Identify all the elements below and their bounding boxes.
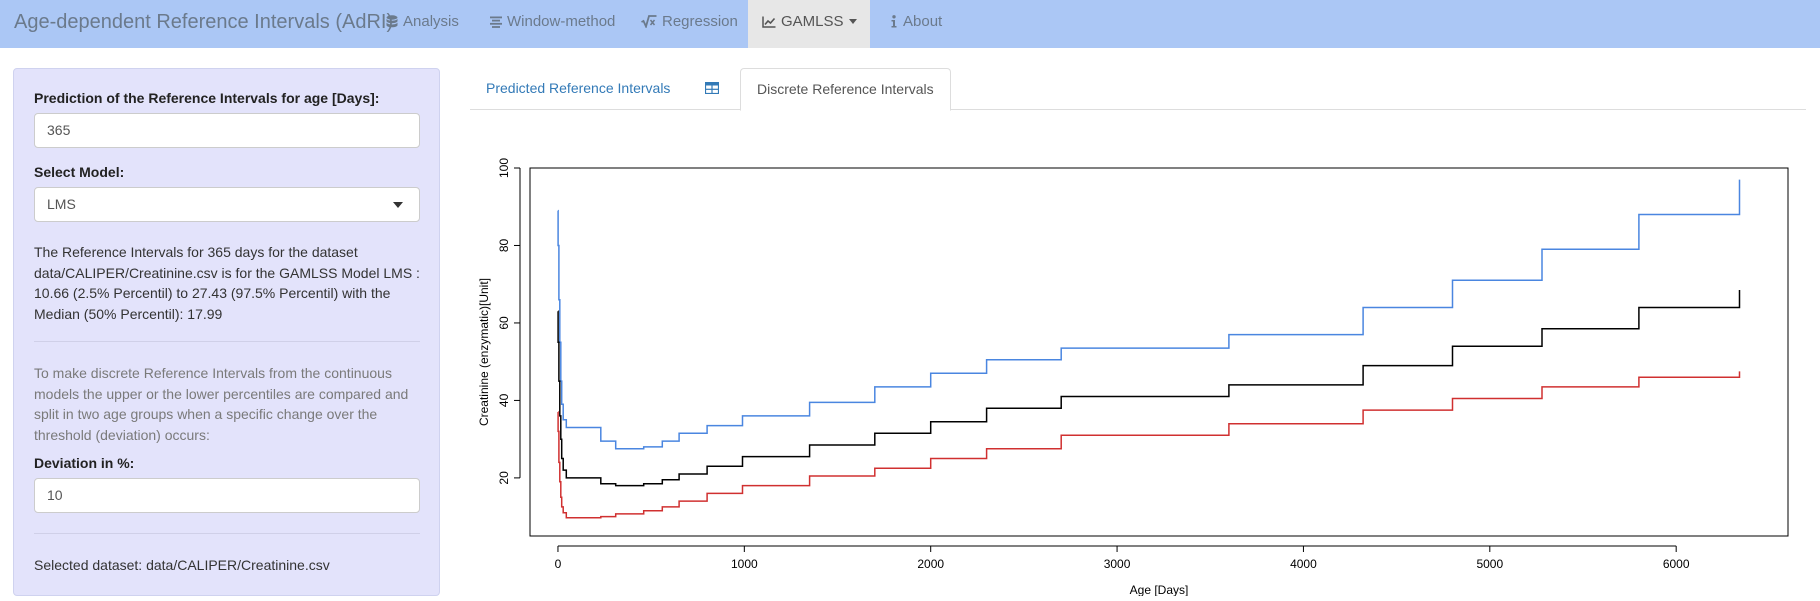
nav-analysis-label: Analysis [403,13,459,30]
y-tick-label: 60 [497,316,511,330]
series-line-median [557,290,1741,487]
chevron-down-icon [848,19,857,24]
deviation-input[interactable]: 10 [34,478,420,513]
y-tick-label: 20 [497,471,511,485]
app-brand[interactable]: Age-dependent Reference Intervals (AdRI) [14,11,394,33]
x-tick-label: 1000 [731,557,758,571]
series-line-upper [557,179,1741,450]
series-group [557,179,1741,519]
nav-about-label: About [903,13,943,30]
x-axis: 0 1000 2000 3000 4000 5000 6000 [555,545,1690,571]
y-axis: 20 40 60 80 100 [497,158,521,485]
x-tick-label: 2000 [917,557,944,571]
result-text: The Reference Intervals for 365 days for… [34,244,420,322]
y-tick-label: 100 [497,158,511,178]
selected-dataset-text: Selected dataset: data/CALIPER/Creatinin… [34,557,330,573]
model-select[interactable]: LMS [34,187,420,222]
nav-about[interactable]: About [876,0,956,48]
nav-gamlss[interactable]: GAMLSS [748,0,870,48]
nav-gamlss-label: GAMLSS [781,13,844,30]
database-icon [386,15,398,28]
age-input[interactable]: 365 [34,113,420,148]
series-line-lower [557,371,1741,519]
x-tick-label: 4000 [1290,557,1317,571]
x-axis-label: Age [Days] [1130,583,1189,596]
discrete-reference-intervals-chart: 0 1000 2000 3000 4000 5000 6000 20 40 60 80 100 Ag… [477,158,1789,596]
square-root-icon [641,15,657,30]
x-tick-label: 5000 [1476,557,1503,571]
tab-table[interactable] [689,68,735,110]
y-tick-label: 80 [497,238,511,252]
sidebar-panel: Prediction of the Reference Intervals fo… [13,68,440,596]
x-tick-label: 3000 [1104,557,1131,571]
y-tick-label: 40 [497,393,511,407]
plot-area [529,167,1789,537]
chevron-down-icon [393,202,403,208]
tab-bar: Predicted Reference Intervals Discrete R… [470,68,1806,111]
nav-window-method[interactable]: Window-method [476,0,629,48]
model-select-value: LMS [47,196,76,212]
navbar: Age-dependent Reference Intervals (AdRI)… [0,0,1820,48]
divider [34,533,420,534]
nav-window-method-label: Window-method [507,13,616,30]
y-axis-label: Creatinine (enzymatic)[Unit] [477,278,491,426]
x-tick-label: 6000 [1663,557,1690,571]
line-chart-icon [762,16,776,28]
nav-analysis[interactable]: Analysis [372,0,473,48]
table-icon [704,81,720,95]
tab-discrete-reference-intervals[interactable]: Discrete Reference Intervals [740,68,951,111]
align-center-icon [490,16,502,28]
deviation-label: Deviation in %: [34,455,135,471]
age-label: Prediction of the Reference Intervals fo… [34,90,380,106]
tab-predicted-reference-intervals[interactable]: Predicted Reference Intervals [486,80,671,96]
info-icon [891,15,897,28]
nav-regression[interactable]: Regression [627,0,752,48]
discrete-help-text: To make discrete Reference Intervals fro… [34,365,409,443]
model-label: Select Model: [34,164,125,180]
x-tick-label: 0 [555,557,562,571]
divider [34,341,420,342]
nav-regression-label: Regression [662,13,738,30]
